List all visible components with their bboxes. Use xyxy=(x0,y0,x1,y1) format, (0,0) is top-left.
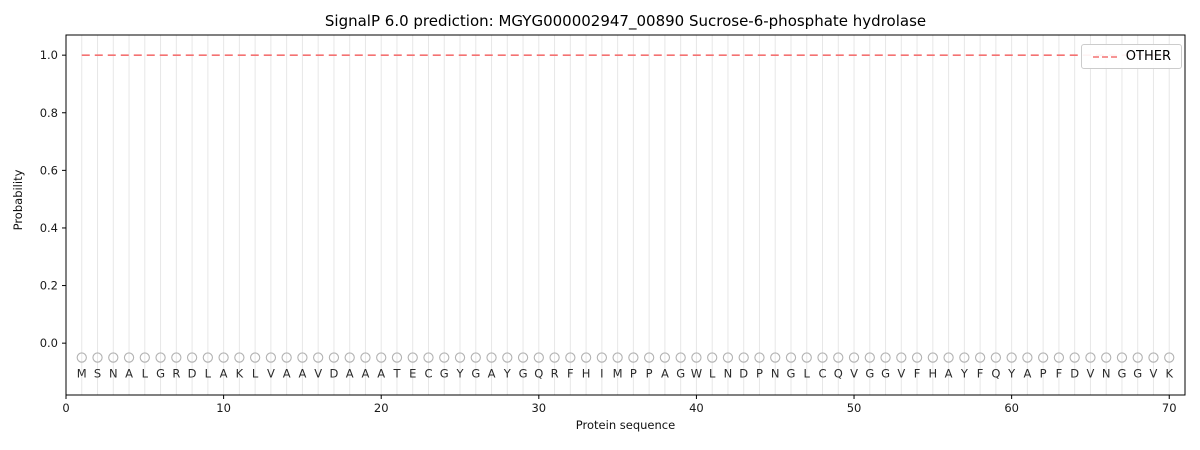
svg-text:G: G xyxy=(471,366,480,380)
svg-text:A: A xyxy=(125,366,133,380)
legend-line-sample xyxy=(1092,55,1117,58)
svg-text:V: V xyxy=(314,366,322,380)
svg-text:L: L xyxy=(205,366,212,380)
svg-text:D: D xyxy=(1070,366,1079,380)
svg-text:A: A xyxy=(377,366,385,380)
svg-text:N: N xyxy=(1102,366,1111,380)
svg-text:A: A xyxy=(220,366,228,380)
svg-text:10: 10 xyxy=(216,401,231,415)
svg-text:V: V xyxy=(267,366,275,380)
svg-text:30: 30 xyxy=(531,401,546,415)
svg-text:V: V xyxy=(897,366,905,380)
svg-text:C: C xyxy=(424,366,432,380)
svg-text:N: N xyxy=(109,366,118,380)
svg-text:D: D xyxy=(739,366,748,380)
svg-text:N: N xyxy=(771,366,780,380)
svg-text:P: P xyxy=(756,366,763,380)
y-tick-labels: 0.0 0.2 0.4 0.6 0.8 1.0 xyxy=(40,48,66,350)
svg-text:A: A xyxy=(362,366,370,380)
svg-text:A: A xyxy=(346,366,354,380)
svg-text:I: I xyxy=(600,366,603,380)
svg-text:A: A xyxy=(488,366,496,380)
svg-text:F: F xyxy=(977,366,984,380)
svg-text:T: T xyxy=(392,366,401,380)
svg-text:D: D xyxy=(188,366,197,380)
chart-title: SignalP 6.0 prediction: MGYG000002947_00… xyxy=(324,12,927,30)
svg-text:D: D xyxy=(329,366,338,380)
svg-text:Q: Q xyxy=(834,366,843,380)
svg-text:Y: Y xyxy=(503,366,512,380)
svg-text:E: E xyxy=(409,366,416,380)
svg-text:P: P xyxy=(1040,366,1047,380)
svg-text:M: M xyxy=(613,366,623,380)
svg-text:Q: Q xyxy=(991,366,1000,380)
svg-text:P: P xyxy=(630,366,637,380)
svg-text:W: W xyxy=(691,366,702,380)
legend-label: OTHER xyxy=(1125,49,1171,64)
legend: OTHER xyxy=(1080,44,1182,69)
svg-text:V: V xyxy=(1150,366,1158,380)
svg-text:70: 70 xyxy=(1162,401,1177,415)
svg-text:1.0: 1.0 xyxy=(40,48,58,62)
svg-text:F: F xyxy=(1056,366,1063,380)
svg-text:F: F xyxy=(914,366,921,380)
axes-box xyxy=(65,34,1186,396)
svg-text:0.6: 0.6 xyxy=(40,163,58,177)
svg-text:A: A xyxy=(283,366,291,380)
svg-text:G: G xyxy=(440,366,449,380)
svg-text:A: A xyxy=(661,366,669,380)
svg-text:0.2: 0.2 xyxy=(40,279,58,293)
svg-text:A: A xyxy=(298,366,306,380)
svg-text:0.8: 0.8 xyxy=(40,106,58,120)
svg-text:G: G xyxy=(519,366,528,380)
svg-text:L: L xyxy=(804,366,811,380)
svg-text:K: K xyxy=(1165,366,1173,380)
x-tick-labels: 0 10 20 30 40 50 60 70 xyxy=(62,395,1177,415)
svg-text:50: 50 xyxy=(847,401,862,415)
svg-text:H: H xyxy=(929,366,938,380)
svg-text:0.4: 0.4 xyxy=(40,221,58,235)
svg-text:L: L xyxy=(709,366,716,380)
svg-text:R: R xyxy=(172,366,180,380)
svg-text:M: M xyxy=(77,366,87,380)
svg-text:G: G xyxy=(1133,366,1142,380)
svg-text:G: G xyxy=(881,366,890,380)
svg-text:G: G xyxy=(787,366,796,380)
gridlines xyxy=(81,35,1170,395)
svg-text:20: 20 xyxy=(374,401,389,415)
svg-text:V: V xyxy=(1086,366,1094,380)
x-axis-label: Protein sequence xyxy=(575,418,676,432)
svg-text:0.0: 0.0 xyxy=(40,336,58,350)
svg-text:0: 0 xyxy=(62,401,69,415)
svg-text:R: R xyxy=(551,366,559,380)
svg-text:H: H xyxy=(582,366,591,380)
svg-text:G: G xyxy=(1117,366,1126,380)
svg-text:V: V xyxy=(850,366,858,380)
svg-text:Y: Y xyxy=(960,366,969,380)
svg-text:Y: Y xyxy=(1007,366,1016,380)
svg-text:P: P xyxy=(646,366,653,380)
y-axis-label: Probability xyxy=(11,169,25,231)
svg-text:S: S xyxy=(94,366,101,380)
svg-text:A: A xyxy=(945,366,953,380)
svg-text:Q: Q xyxy=(534,366,543,380)
svg-text:40: 40 xyxy=(689,401,704,415)
svg-text:K: K xyxy=(236,366,244,380)
svg-text:G: G xyxy=(156,366,165,380)
svg-text:C: C xyxy=(818,366,826,380)
svg-text:60: 60 xyxy=(1004,401,1019,415)
svg-text:L: L xyxy=(252,366,259,380)
svg-text:A: A xyxy=(1023,366,1031,380)
residue-markers xyxy=(76,352,1175,363)
svg-text:L: L xyxy=(142,366,149,380)
svg-text:G: G xyxy=(865,366,874,380)
svg-text:F: F xyxy=(567,366,574,380)
svg-text:N: N xyxy=(724,366,733,380)
svg-text:Y: Y xyxy=(455,366,464,380)
svg-text:G: G xyxy=(676,366,685,380)
